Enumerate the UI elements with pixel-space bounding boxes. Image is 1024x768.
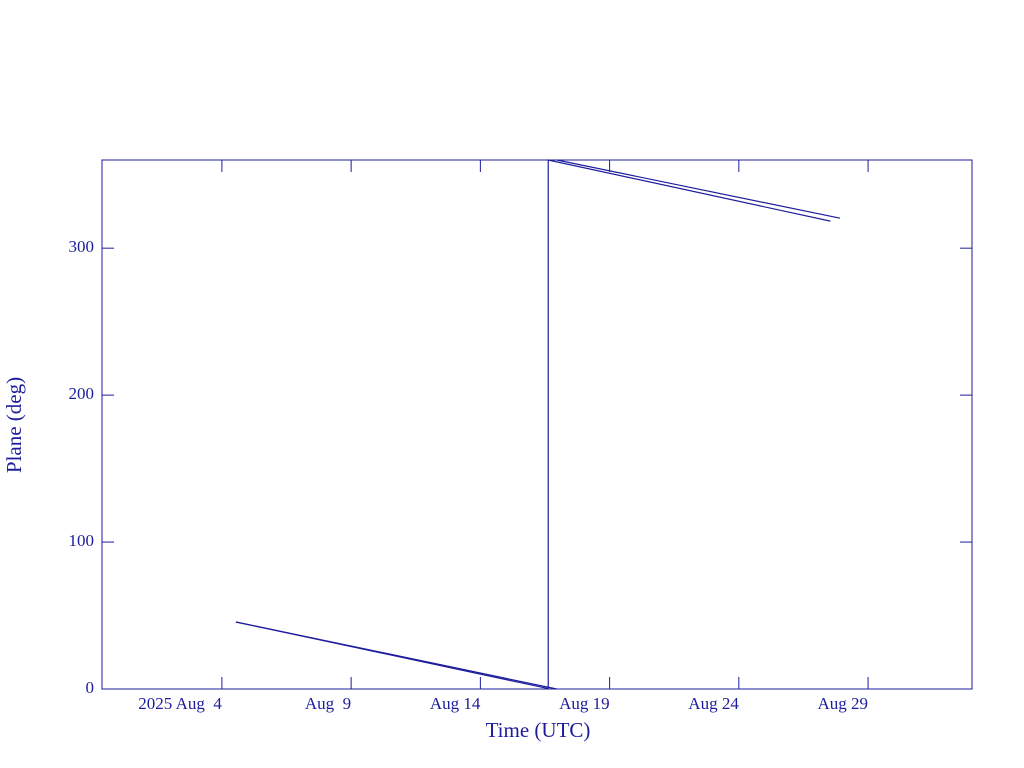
plot-frame xyxy=(101,159,973,690)
y-tick-label: 0 xyxy=(86,678,95,697)
y-axis-title: Plane (deg) xyxy=(2,377,26,473)
y-tick-label: 300 xyxy=(69,237,95,256)
x-axis-title: Time (UTC) xyxy=(486,718,591,742)
x-tick-label: Aug 14 xyxy=(430,694,481,713)
x-tick-label: 2025 Aug 4 xyxy=(138,694,222,713)
y-tick-label: 200 xyxy=(69,384,95,403)
x-tick-label: Aug 9 xyxy=(305,694,351,713)
x-tick-label: Aug 29 xyxy=(818,694,869,713)
y-tick-label: 100 xyxy=(69,531,95,550)
data-line xyxy=(235,159,831,690)
data-line xyxy=(235,159,841,690)
x-tick-label: Aug 19 xyxy=(559,694,610,713)
x-tick-label: Aug 24 xyxy=(688,694,739,713)
